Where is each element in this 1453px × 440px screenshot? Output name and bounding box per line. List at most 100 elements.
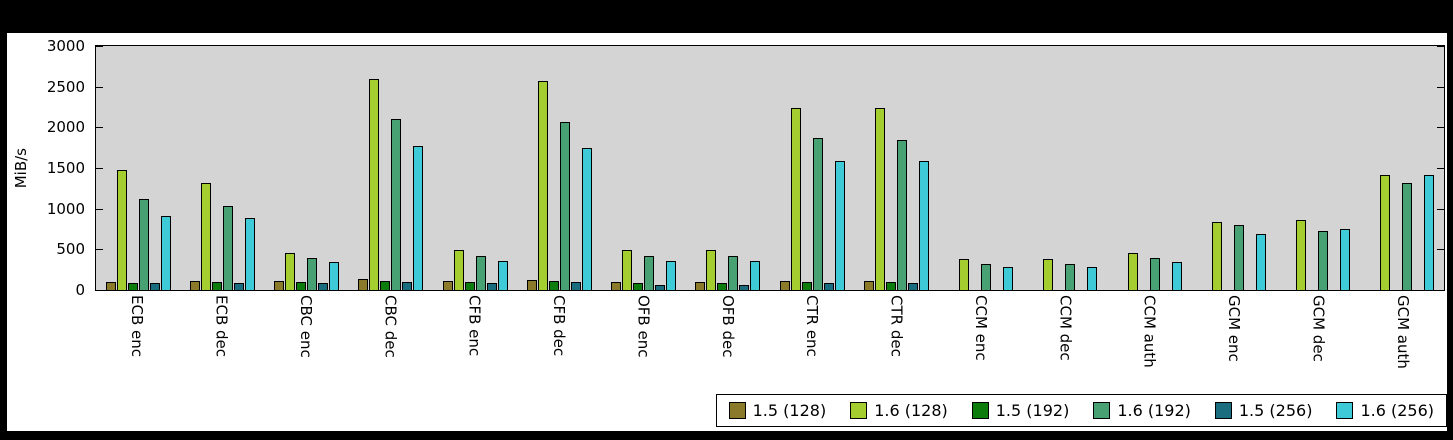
bar — [127, 283, 138, 290]
bar-group — [349, 46, 433, 290]
bar — [391, 119, 402, 290]
x-tick-label-text: ECB dec — [212, 295, 231, 358]
bar — [1087, 267, 1098, 290]
bar — [559, 122, 570, 290]
bar — [475, 256, 486, 290]
y-tick-label: 500 — [56, 240, 85, 259]
bar — [1043, 259, 1054, 290]
bar-group — [770, 46, 854, 290]
bar — [1340, 229, 1351, 290]
y-tick-mark — [96, 86, 103, 88]
y-tick-mark — [1437, 46, 1444, 47]
bar — [739, 285, 750, 290]
bar — [1211, 222, 1222, 290]
bar — [296, 282, 307, 290]
legend-label: 1.6 (256) — [1360, 401, 1434, 420]
bar — [285, 253, 296, 290]
x-tick-label: CFB dec — [517, 295, 601, 356]
bar — [1065, 264, 1076, 290]
x-tick-label: GCM enc — [1192, 295, 1276, 362]
bar — [116, 170, 127, 290]
bar-group — [1107, 46, 1191, 290]
legend-item: 1.5 (256) — [1214, 401, 1313, 420]
y-tick-mark — [96, 168, 103, 169]
x-tick-label: CTR dec — [854, 295, 938, 357]
bar — [413, 146, 424, 290]
y-tick-label: 0 — [75, 281, 85, 299]
bar — [666, 261, 677, 290]
legend-swatch — [728, 402, 746, 419]
y-tick-mark — [1437, 86, 1444, 88]
legend-swatch — [1093, 402, 1111, 419]
x-tick-label-text: GCM auth — [1393, 295, 1412, 369]
bar — [918, 161, 929, 290]
bar-group — [180, 46, 264, 290]
bar-group — [1191, 46, 1275, 290]
bar — [1171, 262, 1182, 290]
bar-group — [517, 46, 601, 290]
bar — [358, 279, 369, 290]
legend: 1.5 (128) 1.6 (128) 1.5 (192) 1.6 (192) 1.5 … — [715, 394, 1447, 427]
legend-label: 1.5 (256) — [1238, 401, 1313, 420]
bar-group — [602, 46, 686, 290]
bar — [1380, 175, 1391, 290]
bar — [1127, 253, 1138, 290]
bar-group — [854, 46, 938, 290]
bar — [548, 281, 559, 290]
bar — [442, 281, 453, 290]
x-tick-label: CTR enc — [770, 295, 854, 357]
y-axis: 0 500 1000 1500 2000 2500 3000 — [7, 38, 89, 299]
x-tick-label-text: OFB dec — [718, 295, 737, 358]
x-tick-label: CFB enc — [433, 295, 517, 356]
bar — [497, 261, 508, 290]
bar-group — [686, 46, 770, 290]
bar-group — [96, 46, 180, 290]
bar — [896, 140, 907, 290]
x-tick-label-text: CBC enc — [296, 295, 315, 358]
bar — [1149, 258, 1160, 290]
bar — [644, 256, 655, 290]
bar — [633, 283, 644, 290]
bar — [1318, 231, 1329, 290]
legend-label: 1.5 (128) — [752, 401, 827, 420]
bar — [717, 283, 728, 290]
bar — [750, 261, 761, 290]
x-tick-label: OFB dec — [686, 295, 770, 358]
bar — [779, 281, 790, 290]
y-tick-mark — [96, 249, 103, 251]
y-tick-mark — [1437, 249, 1444, 251]
x-tick-label-text: CTR enc — [803, 295, 822, 357]
y-tick-label: 1500 — [46, 159, 85, 177]
bar — [369, 79, 380, 290]
bar — [380, 281, 391, 290]
y-tick-mark — [1437, 127, 1444, 129]
bar — [790, 108, 801, 290]
bar — [537, 81, 548, 290]
x-tick-label-text: CBC dec — [381, 295, 400, 358]
bar — [863, 281, 874, 290]
bar — [160, 216, 171, 290]
x-tick-label-text: CCM dec — [1056, 295, 1075, 361]
bar — [105, 282, 116, 290]
bar — [823, 283, 834, 290]
bar — [728, 256, 739, 290]
x-tick-label-text: GCM dec — [1309, 295, 1328, 362]
bar — [1402, 183, 1413, 290]
bar — [222, 206, 233, 290]
legend-label: 1.6 (128) — [874, 401, 948, 420]
x-tick-label: OFB enc — [601, 295, 685, 357]
bar — [695, 282, 706, 290]
x-axis-labels: ECB enc ECB dec CBC enc CBC dec CFB enc CFB d… — [95, 295, 1445, 415]
bar — [307, 258, 318, 290]
bar — [486, 283, 497, 290]
legend-item: 1.6 (192) — [1093, 401, 1191, 420]
bar — [526, 280, 537, 290]
bar — [885, 282, 896, 290]
bar — [464, 282, 475, 290]
bar — [581, 148, 592, 290]
legend-swatch — [1214, 402, 1232, 419]
y-tick-mark — [1437, 168, 1444, 169]
bar — [453, 250, 464, 290]
x-tick-label: CBC dec — [348, 295, 432, 358]
bar — [812, 138, 823, 290]
